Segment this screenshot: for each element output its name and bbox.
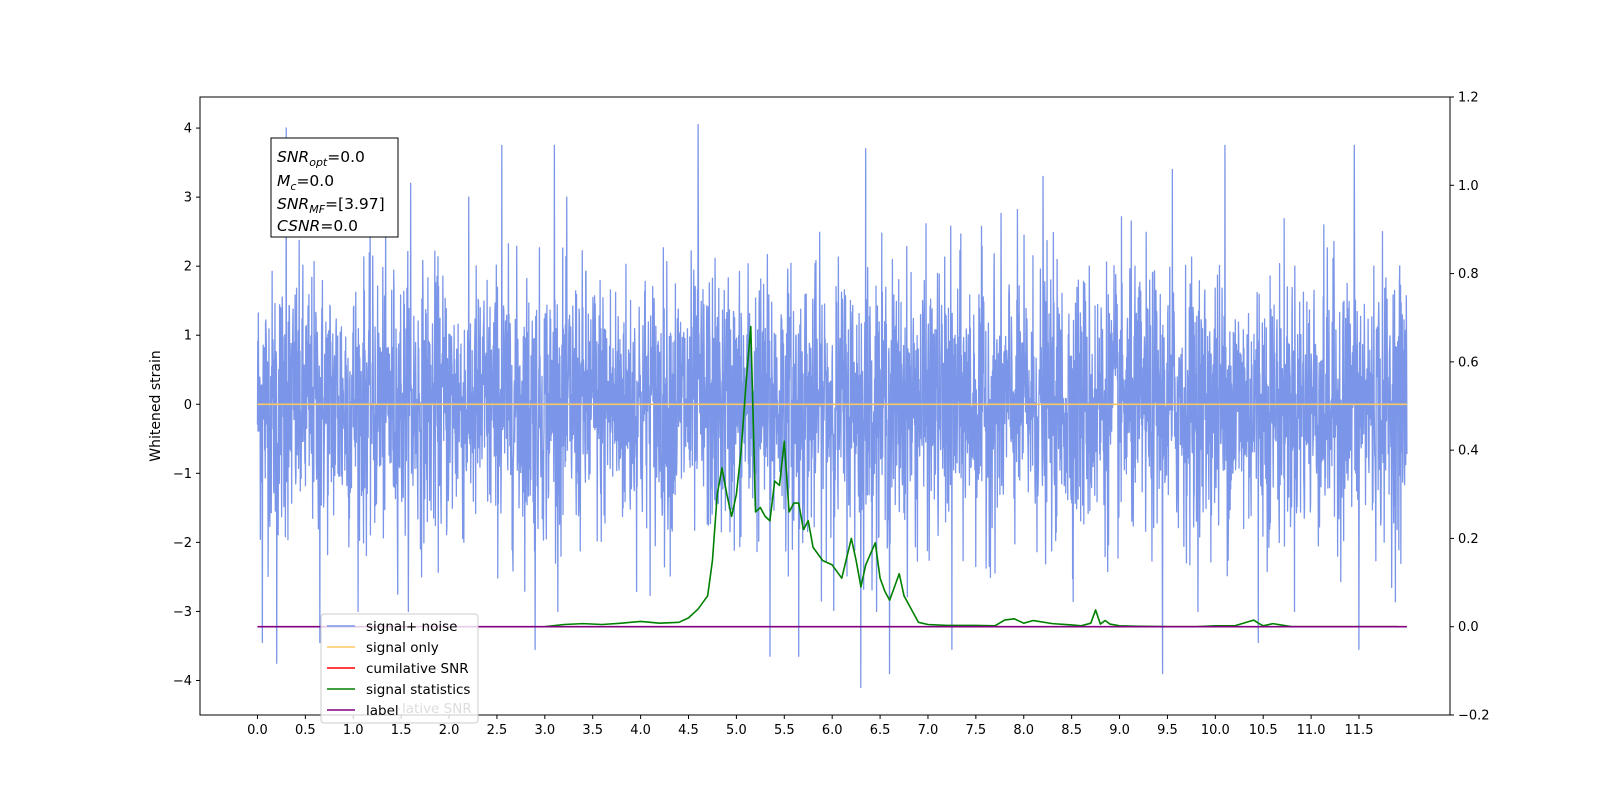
legend-label: signal statistics — [366, 682, 470, 698]
x-tick-label: 9.5 — [1157, 723, 1178, 738]
y-axis-label: Whitened strain — [148, 350, 164, 461]
y2-tick-label: 0.4 — [1458, 444, 1479, 459]
x-tick-label: 8.0 — [1013, 723, 1034, 738]
csnr-annotation: CSNR=0.0 — [277, 217, 358, 235]
x-tick-label: 11.5 — [1345, 723, 1374, 738]
x-tick-label: 11.0 — [1297, 723, 1326, 738]
metrics-annotation-box: SNRopt=0.0 Mc=0.0 SNRMF=[3.97] CSNR=0.0 — [270, 137, 399, 238]
x-tick-label: 2.5 — [487, 723, 508, 738]
x-tick-label: 5.5 — [774, 723, 795, 738]
x-tick-label: 6.0 — [822, 723, 843, 738]
x-tick-label: 9.0 — [1109, 723, 1130, 738]
legend: lative SNR signal+ noise signal only cumil… — [320, 613, 479, 724]
snr-mf-annotation: SNRMF=[3.97] — [277, 195, 385, 216]
x-tick-label: 8.5 — [1061, 723, 1082, 738]
y-tick-label: −4 — [173, 674, 192, 689]
x-tick-label: 4.0 — [630, 723, 651, 738]
signal-statistics-line — [544, 325, 1398, 628]
y-tick-label: −2 — [173, 536, 192, 551]
y2-tick-label: 1.2 — [1458, 91, 1479, 106]
legend-label: signal only — [366, 640, 439, 656]
y-axis-left: −4 −3 −2 −1 0 1 2 3 4 — [173, 122, 200, 689]
y2-tick-label: 0.2 — [1458, 532, 1479, 547]
y2-tick-label: 1.0 — [1458, 179, 1479, 194]
y2-tick-label: 0.6 — [1458, 355, 1479, 370]
x-tick-label: 10.5 — [1249, 723, 1278, 738]
y-axis-right: −0.2 0.0 0.2 0.4 0.6 0.8 1.0 1.2 — [1450, 91, 1490, 724]
x-tick-label: 5.0 — [726, 723, 747, 738]
y-tick-label: 2 — [184, 260, 192, 275]
y-tick-label: 4 — [184, 122, 192, 137]
y-tick-label: 0 — [184, 398, 192, 413]
x-axis: 0.0 0.5 1.0 1.5 2.0 2.5 3.0 3.5 4.0 4.5 5.0 5.5 6.0 6… — [247, 715, 1373, 738]
x-tick-label: 7.0 — [918, 723, 939, 738]
y-tick-label: −3 — [173, 605, 192, 620]
x-tick-label: 3.0 — [534, 723, 555, 738]
x-tick-label: 3.5 — [582, 723, 603, 738]
y2-tick-label: 0.8 — [1458, 267, 1479, 282]
legend-label: label — [366, 703, 399, 719]
y2-tick-label: −0.2 — [1458, 709, 1490, 724]
x-tick-label: 6.5 — [870, 723, 891, 738]
x-tick-label: 1.5 — [391, 723, 412, 738]
legend-label: signal+ noise — [366, 619, 457, 635]
x-tick-label: 7.5 — [966, 723, 987, 738]
legend-ghost-text: lative SNR — [402, 701, 472, 717]
mc-annotation: Mc=0.0 — [277, 172, 334, 193]
y-tick-label: 3 — [184, 191, 192, 206]
x-tick-label: 0.0 — [247, 723, 268, 738]
y2-tick-label: 0.0 — [1458, 620, 1479, 635]
x-tick-label: 10.0 — [1201, 723, 1230, 738]
x-tick-label: 2.0 — [439, 723, 460, 738]
signal-noise-line — [256, 123, 1408, 689]
y-tick-label: 1 — [184, 329, 192, 344]
x-tick-label: 4.5 — [678, 723, 699, 738]
snr-opt-annotation: SNRopt=0.0 — [277, 148, 365, 169]
x-tick-label: 1.0 — [343, 723, 364, 738]
signal-noise-series — [256, 123, 1408, 689]
plot-frame — [199, 96, 1451, 716]
y-tick-label: −1 — [173, 467, 192, 482]
x-tick-label: 0.5 — [295, 723, 316, 738]
legend-label: cumilative SNR — [366, 661, 469, 677]
